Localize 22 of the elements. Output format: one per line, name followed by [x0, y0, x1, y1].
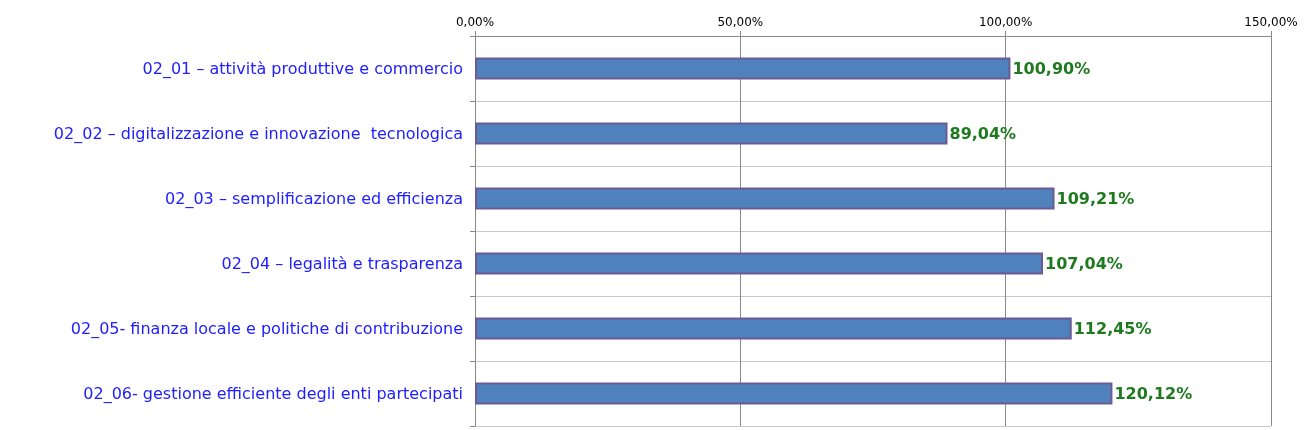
- data-label: 89,04%: [949, 124, 1017, 143]
- x-tick-label: 0,00%: [455, 15, 495, 29]
- bar: [475, 57, 1011, 80]
- bar: [475, 317, 1072, 340]
- x-tick-label: 150,00%: [1244, 15, 1298, 29]
- bar: [475, 252, 1044, 275]
- data-label: 120,12%: [1114, 384, 1193, 403]
- bar: [475, 382, 1113, 405]
- data-label: 112,45%: [1073, 319, 1152, 338]
- bar: [475, 122, 948, 145]
- y-tick-label: 02_01 – attività produttive e commercio: [142, 59, 463, 79]
- x-tick-label: 50,00%: [717, 15, 764, 29]
- y-tick-label: 02_02 – digitalizzazione e innovazione tecnologica: [53, 124, 463, 144]
- data-label: 107,04%: [1045, 254, 1123, 273]
- bar: [475, 187, 1055, 210]
- y-tick-label: 02_03 – semplificazione ed efficienza: [165, 189, 463, 209]
- data-label: 100,90%: [1012, 59, 1091, 78]
- y-tick-label: 02_05- finanza locale e politiche di contribuzione: [70, 319, 463, 339]
- y-tick-label: 02_04 – legalità e trasparenza: [221, 254, 463, 274]
- data-label: 109,21%: [1056, 189, 1135, 208]
- y-tick-label: 02_06- gestione efficiente degli enti partecipati: [83, 384, 463, 404]
- x-tick-label: 100,00%: [978, 15, 1033, 29]
